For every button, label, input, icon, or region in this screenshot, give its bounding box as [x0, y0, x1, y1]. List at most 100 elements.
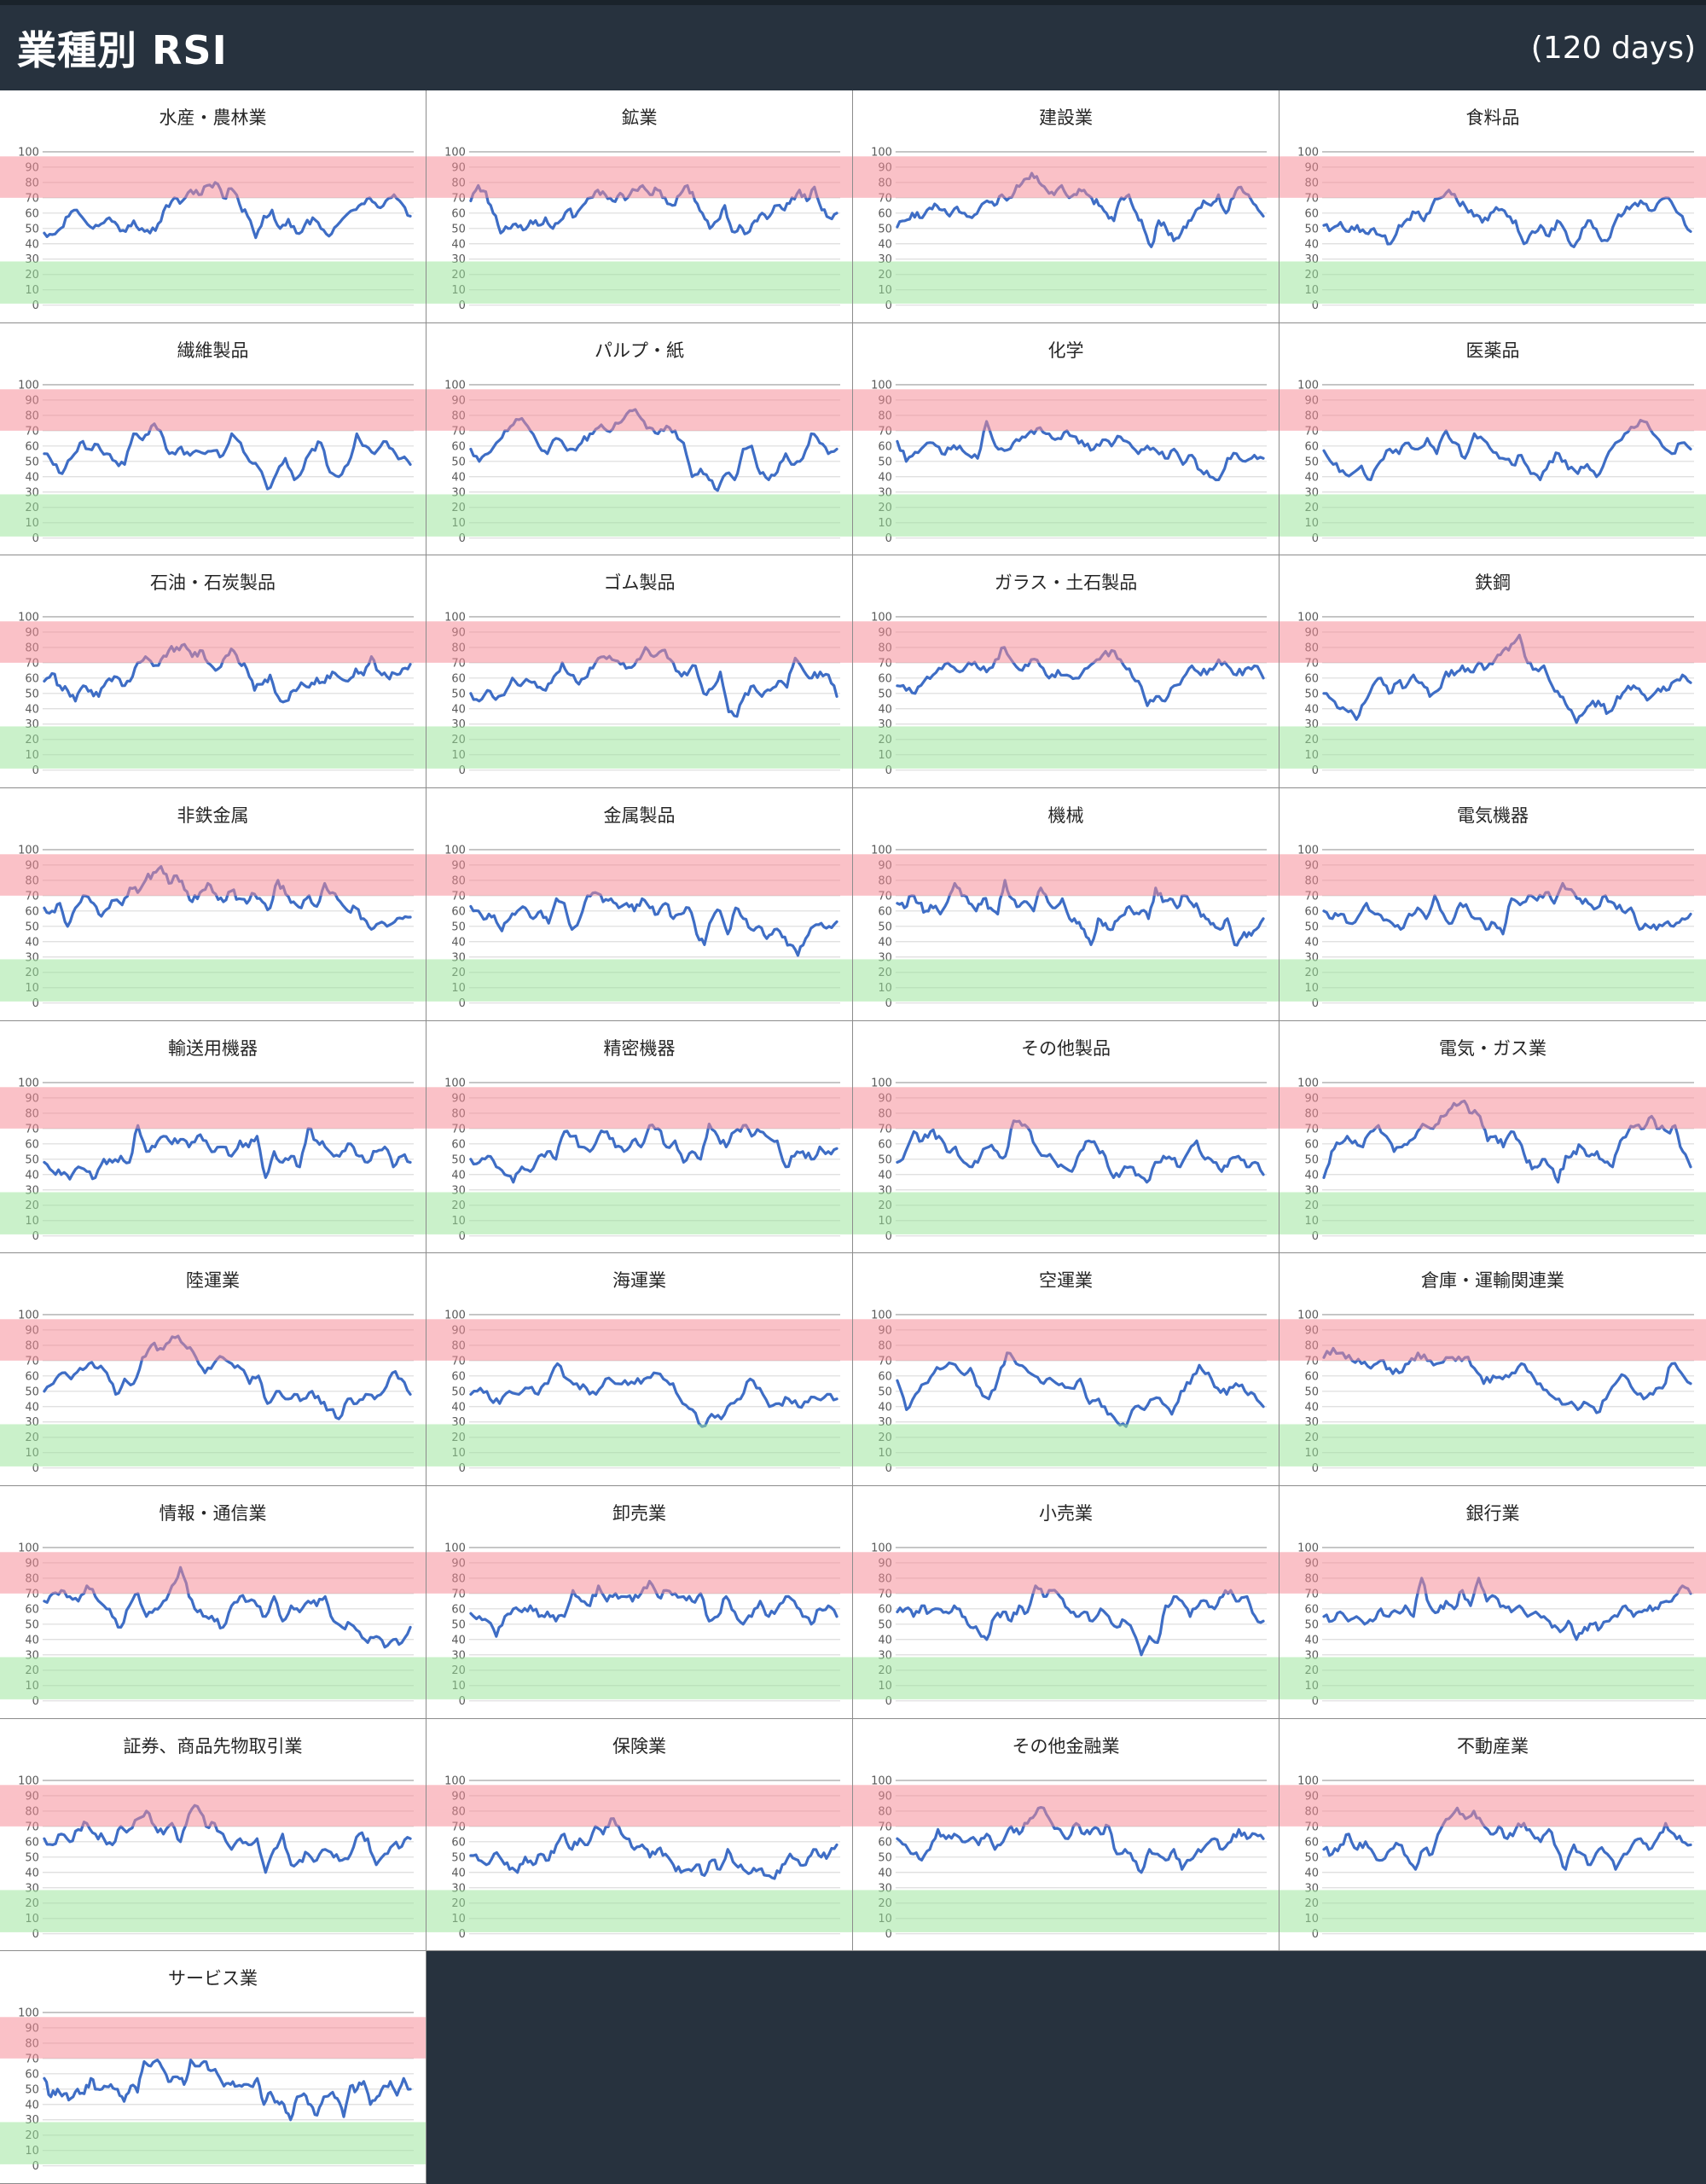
oversold-band: [0, 1192, 426, 1234]
oversold-band: [426, 494, 852, 537]
oversold-band: [853, 1424, 1279, 1467]
rsi-chart-cell: 非鉄金属1009080706050403020100: [0, 787, 426, 1021]
y-tick-label: 0: [459, 997, 466, 1010]
rsi-chart: 1009080706050403020100: [0, 844, 426, 1010]
rsi-line: [43, 421, 412, 491]
y-tick-label: 100: [18, 1774, 39, 1787]
y-tick-label: 50: [878, 1386, 892, 1399]
y-tick-label: 100: [1297, 612, 1319, 624]
y-tick-label: 50: [25, 223, 39, 235]
y-tick-label: 50: [451, 1386, 466, 1399]
rsi-chart: 1009080706050403020100: [853, 1774, 1279, 1941]
y-tick-label: 60: [878, 207, 892, 220]
oversold-band: [1280, 494, 1706, 537]
rsi-line: [43, 1334, 412, 1421]
rsi-chart: 1009080706050403020100: [1280, 1310, 1706, 1476]
y-tick-label: 60: [1304, 1836, 1319, 1849]
rsi-chart: 1009080706050403020100: [1280, 844, 1706, 1010]
y-tick-label: 0: [1312, 299, 1319, 312]
chart-title: 金属製品: [603, 804, 676, 826]
rsi-line: [469, 1122, 838, 1184]
y-tick-label: 0: [32, 1928, 39, 1941]
y-tick-label: 60: [878, 1371, 892, 1384]
rsi-chart: 1009080706050403020100: [0, 1542, 426, 1708]
chart-title: 証券、商品先物取引業: [123, 1735, 303, 1757]
y-tick-label: 60: [25, 673, 39, 686]
y-tick-label: 60: [25, 1603, 39, 1616]
rsi-chart: 1009080706050403020100: [0, 146, 426, 312]
y-tick-label: 100: [444, 1774, 466, 1787]
y-tick-label: 50: [878, 223, 892, 235]
y-tick-label: 60: [25, 2069, 39, 2082]
overbought-band: [0, 854, 426, 896]
y-tick-label: 40: [878, 704, 892, 717]
y-tick-label: 60: [25, 440, 39, 453]
y-tick-label: 40: [451, 1867, 466, 1879]
rsi-chart-cell: 機械 1009080706050403020100: [853, 787, 1280, 1021]
y-tick-label: 0: [459, 532, 466, 545]
y-tick-label: 60: [1304, 905, 1319, 918]
y-tick-label: 0: [459, 1230, 466, 1243]
chart-title: 化学: [1047, 340, 1084, 361]
y-tick-label: 40: [25, 936, 39, 949]
chart-title: 機械: [1047, 804, 1084, 826]
y-tick-label: 50: [1304, 688, 1319, 701]
y-tick-label: 100: [1297, 1310, 1319, 1322]
overbought-band: [1280, 388, 1706, 431]
rsi-chart-cell: 金属製品 1009080706050403020100: [426, 787, 853, 1021]
rsi-chart: 1009080706050403020100: [426, 1774, 852, 1941]
chart-title: 建設業: [1039, 107, 1093, 128]
oversold-band: [853, 261, 1279, 304]
y-tick-label: 0: [1312, 532, 1319, 545]
chart-title: 倉庫・運輸関連業: [1421, 1270, 1564, 1292]
y-tick-label: 60: [878, 1603, 892, 1616]
rsi-chart-cell: 食料品1009080706050403020100: [1280, 90, 1706, 323]
y-tick-label: 0: [459, 1462, 466, 1475]
rsi-chart: 1009080706050403020100: [853, 146, 1279, 312]
rsi-line: [1322, 189, 1692, 248]
y-tick-label: 60: [878, 1836, 892, 1849]
y-tick-label: 50: [25, 2084, 39, 2097]
y-tick-label: 60: [451, 1371, 466, 1384]
y-tick-label: 40: [1304, 471, 1319, 484]
y-tick-label: 40: [451, 704, 466, 717]
chart-title: ガラス・土石製品: [994, 572, 1138, 594]
rsi-chart-cell: 水産・農林業 1009080706050403020100: [0, 90, 426, 323]
overbought-band: [426, 1784, 852, 1827]
oversold-band: [1280, 261, 1706, 304]
y-tick-label: 50: [451, 1153, 466, 1166]
rsi-line: [43, 2059, 412, 2122]
y-tick-label: 60: [451, 1138, 466, 1151]
y-tick-label: 40: [451, 238, 466, 251]
y-tick-label: 0: [885, 1462, 892, 1475]
y-tick-label: 100: [1297, 379, 1319, 392]
rsi-chart: 1009080706050403020100: [426, 1310, 852, 1476]
rsi-chart-cell: 情報・通信業1009080706050403020100: [0, 1485, 426, 1719]
y-tick-label: 60: [1304, 1603, 1319, 1616]
oversold-band: [1280, 1657, 1706, 1699]
rsi-line: [469, 1362, 838, 1429]
overbought-band: [426, 621, 852, 664]
oversold-band: [426, 1424, 852, 1467]
rsi-line: [469, 891, 838, 957]
chart-title: 石油・石炭製品: [150, 572, 276, 594]
y-tick-label: 50: [25, 1618, 39, 1631]
rsi-chart: 1009080706050403020100: [426, 844, 852, 1010]
oversold-band: [853, 1192, 1279, 1234]
rsi-chart: 1009080706050403020100: [1280, 1542, 1706, 1708]
rsi-chart-cell: サービス業1009080706050403020100: [0, 1951, 426, 2184]
y-tick-label: 50: [25, 456, 39, 468]
y-tick-label: 50: [878, 456, 892, 468]
y-tick-label: 0: [885, 299, 892, 312]
oversold-band: [1280, 726, 1706, 770]
rsi-chart-cell: 小売業1009080706050403020100: [853, 1485, 1280, 1719]
rsi-line: [1322, 1806, 1692, 1871]
y-tick-label: 100: [18, 146, 39, 159]
chart-title: 水産・農林業: [159, 107, 267, 128]
y-tick-label: 0: [32, 1462, 39, 1475]
overbought-band: [0, 1552, 426, 1594]
rsi-line: [896, 1118, 1265, 1184]
rsi-chart: 1009080706050403020100: [853, 844, 1279, 1010]
y-tick-label: 50: [1304, 1153, 1319, 1166]
y-tick-label: 60: [1304, 673, 1319, 686]
